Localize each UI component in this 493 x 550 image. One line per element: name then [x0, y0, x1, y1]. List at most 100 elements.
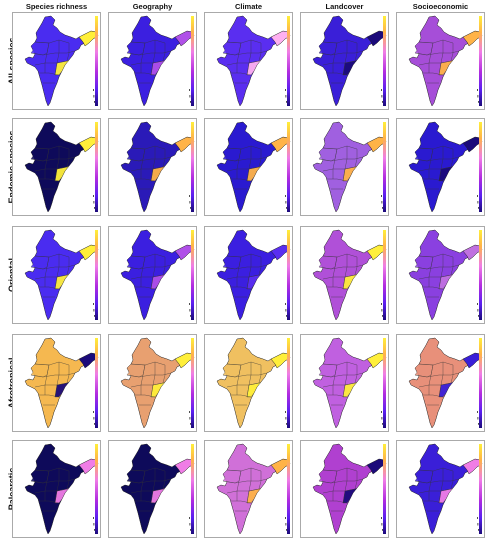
- island: [381, 411, 382, 413]
- island: [93, 201, 95, 204]
- india-mainland: [24, 121, 94, 213]
- colorbar: [479, 122, 482, 212]
- india-mainland: [312, 337, 382, 429]
- state-border: [39, 286, 60, 290]
- state-border: [162, 257, 166, 276]
- map-panel-r4-c3: [300, 440, 389, 538]
- map-panel-r1-c1: [108, 118, 197, 216]
- island: [477, 303, 478, 305]
- state-border: [327, 178, 348, 182]
- colorbar: [383, 122, 386, 212]
- state-border: [418, 39, 454, 44]
- island: [285, 411, 286, 413]
- colorbar: [479, 338, 482, 428]
- map-panel-r2-c0: [12, 226, 101, 324]
- colorbar: [191, 338, 194, 428]
- island: [477, 89, 478, 91]
- island: [477, 411, 478, 413]
- state-border: [322, 488, 356, 494]
- state-border: [34, 166, 68, 172]
- state-border: [342, 362, 348, 398]
- state-border: [418, 145, 454, 150]
- island: [94, 101, 95, 103]
- state-border: [418, 361, 454, 366]
- state-region: [222, 255, 242, 270]
- island: [93, 89, 94, 91]
- state-border: [418, 382, 452, 388]
- state-border: [34, 467, 70, 472]
- state-border: [332, 42, 338, 73]
- state-region: [342, 59, 358, 76]
- india-map: [216, 121, 291, 213]
- state-region: [414, 363, 434, 378]
- india-mainland: [312, 121, 382, 213]
- state-border: [354, 471, 358, 490]
- state-border: [236, 256, 242, 287]
- island: [94, 423, 95, 425]
- state-border: [236, 148, 242, 179]
- india-map: [216, 15, 291, 107]
- state-border: [318, 50, 364, 56]
- state-border: [226, 253, 262, 258]
- island: [286, 101, 287, 103]
- island: [477, 195, 478, 197]
- state-border: [231, 178, 252, 182]
- state-border: [54, 40, 60, 76]
- map-panel-r0-c3: [300, 12, 389, 110]
- island: [477, 517, 478, 519]
- state-region: [150, 165, 166, 182]
- island: [189, 517, 190, 519]
- colorbar: [95, 16, 98, 106]
- state-border: [322, 166, 356, 172]
- state-border: [231, 394, 252, 398]
- state-border: [450, 149, 454, 168]
- state-border: [130, 145, 166, 150]
- map-panel-r0-c0: [12, 12, 101, 110]
- island: [477, 309, 479, 312]
- state-border: [418, 488, 452, 494]
- state-border: [222, 50, 268, 56]
- state-border: [130, 488, 164, 494]
- state-border: [428, 364, 434, 395]
- map-panel-r1-c0: [12, 118, 101, 216]
- state-border: [130, 253, 166, 258]
- state-border: [450, 257, 454, 276]
- island: [93, 417, 95, 420]
- island: [382, 529, 383, 531]
- state-border: [414, 264, 460, 270]
- island: [93, 95, 95, 98]
- state-region: [246, 165, 262, 182]
- island: [190, 101, 191, 103]
- map-panel-r4-c0: [12, 440, 101, 538]
- state-border: [438, 254, 444, 290]
- state-border: [30, 372, 76, 378]
- island: [93, 309, 95, 312]
- india-mainland: [408, 443, 478, 535]
- island: [381, 309, 383, 312]
- state-region: [150, 273, 166, 290]
- state-border: [226, 60, 260, 66]
- state-border: [130, 361, 166, 366]
- state-region: [126, 469, 146, 484]
- state-region: [222, 363, 242, 378]
- state-border: [150, 40, 156, 76]
- state-border: [318, 372, 364, 378]
- colorbar: [479, 444, 482, 534]
- island: [477, 417, 479, 420]
- india-mainland: [120, 229, 190, 321]
- state-border: [226, 39, 262, 44]
- state-border: [236, 364, 242, 395]
- state-border: [423, 72, 444, 76]
- state-region: [342, 487, 358, 504]
- india-mainland: [408, 15, 478, 107]
- india-mainland: [24, 337, 94, 429]
- state-border: [322, 467, 358, 472]
- island: [94, 315, 95, 317]
- state-border: [246, 40, 252, 76]
- state-region: [30, 363, 50, 378]
- state-region: [342, 273, 358, 290]
- map-panel-r4-c4: [396, 440, 485, 538]
- state-region: [150, 59, 166, 76]
- island: [190, 315, 191, 317]
- state-border: [44, 364, 50, 395]
